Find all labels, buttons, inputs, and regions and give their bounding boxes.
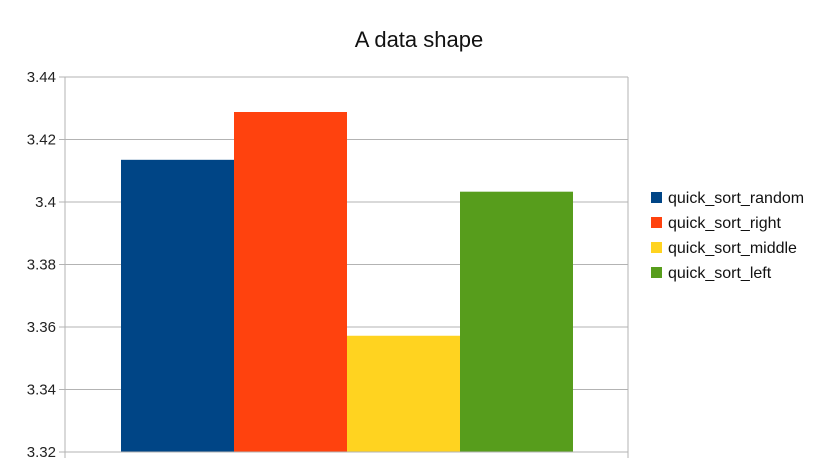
y-tick-label: 3.36 bbox=[27, 319, 56, 336]
bar-quick-sort-random bbox=[121, 159, 234, 452]
y-tick-label: 3.34 bbox=[27, 382, 56, 399]
bar-quick-sort-middle bbox=[347, 335, 460, 452]
bars bbox=[121, 112, 573, 452]
y-axis-ticks: 3.32 3.34 3.36 3.38 3.4 3.42 3.44 bbox=[27, 69, 65, 461]
y-tick-label: 3.44 bbox=[27, 69, 56, 86]
legend-label: quick_sort_right bbox=[668, 215, 782, 232]
legend-label: quick_sort_left bbox=[668, 265, 772, 282]
y-tick-label: 3.4 bbox=[35, 194, 56, 211]
bar-quick-sort-right bbox=[234, 112, 347, 452]
y-tick-label: 3.42 bbox=[27, 132, 56, 149]
axes bbox=[64, 77, 629, 458]
legend-label: quick_sort_middle bbox=[668, 240, 797, 257]
legend-swatch bbox=[651, 267, 662, 278]
legend-swatch bbox=[651, 242, 662, 253]
chart-title: A data shape bbox=[355, 27, 483, 52]
y-tick-label: 3.32 bbox=[27, 444, 56, 461]
legend-swatch bbox=[651, 192, 662, 203]
legend: quick_sort_random quick_sort_right quick_s… bbox=[651, 190, 804, 282]
bar-quick-sort-left bbox=[460, 191, 573, 452]
y-tick-label: 3.38 bbox=[27, 257, 56, 274]
legend-swatch bbox=[651, 217, 662, 228]
legend-label: quick_sort_random bbox=[668, 190, 804, 207]
